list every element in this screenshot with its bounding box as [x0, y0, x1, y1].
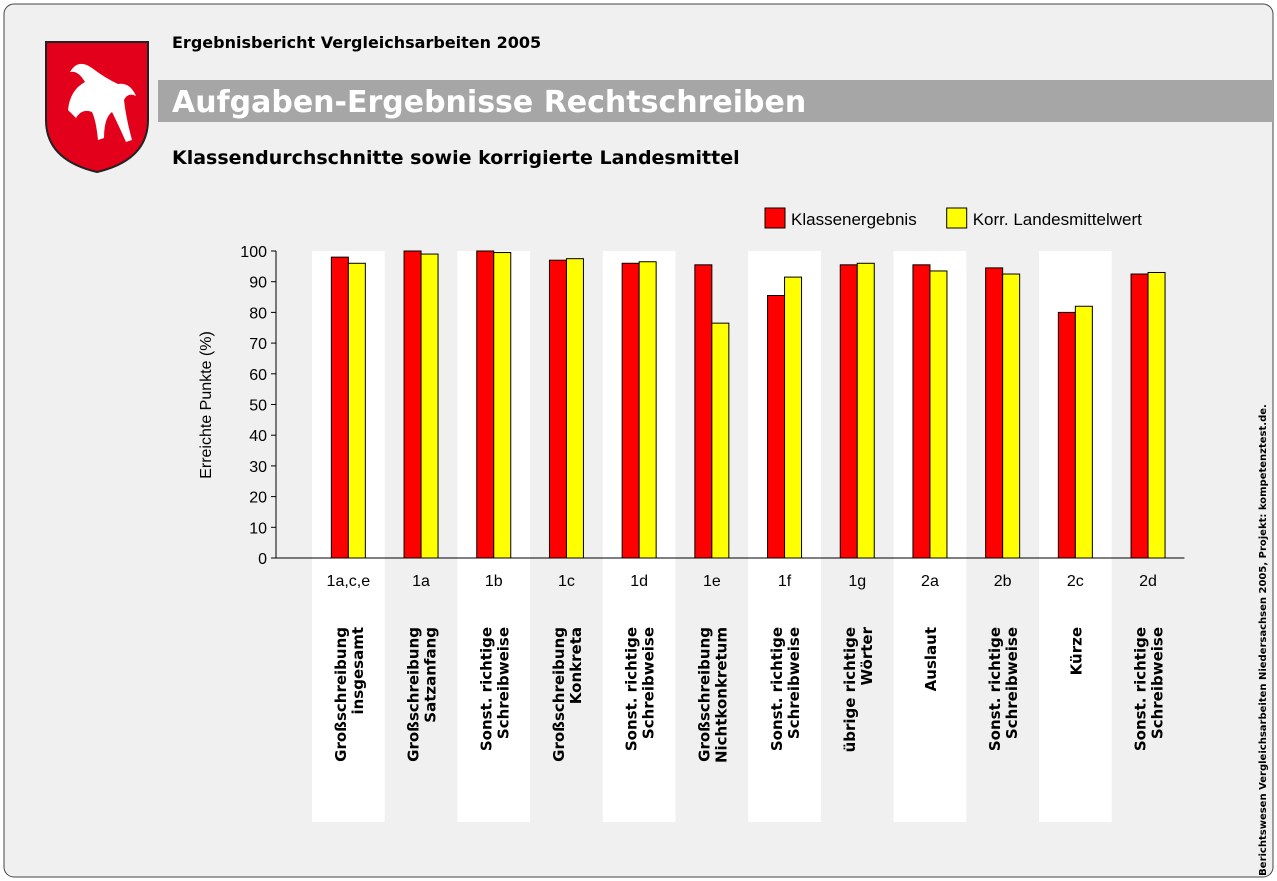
category-description: Satzanfang — [422, 627, 440, 723]
category-description: Sonst. richtige — [623, 627, 641, 751]
x-tick-label: 1a — [412, 573, 430, 590]
category-description: Sonst. richtige — [477, 627, 495, 751]
category-description: Schreibweise — [1003, 627, 1021, 739]
bar — [403, 250, 422, 559]
bar — [929, 270, 948, 559]
y-tick-label: 10 — [249, 520, 267, 537]
subtitle: Klassendurchschnitte sowie korrigierte L… — [172, 147, 740, 169]
bar — [856, 262, 875, 559]
bar — [565, 258, 584, 559]
x-tick-label: 1f — [778, 573, 792, 590]
bar — [912, 264, 931, 559]
y-tick-label: 30 — [249, 459, 267, 476]
x-tick-label: 1a,c,e — [327, 573, 371, 590]
x-tick-label: 1e — [703, 573, 721, 590]
x-tick-label: 1d — [630, 573, 648, 590]
x-tick-label: 1b — [485, 573, 503, 590]
category-description: Großschreibung — [550, 627, 568, 762]
category-description: Schreibweise — [1149, 627, 1167, 739]
y-tick-label: 60 — [249, 367, 267, 384]
category-description: Sonst. richtige — [1132, 627, 1150, 751]
y-tick-label: 100 — [240, 244, 267, 261]
legend-swatch — [946, 207, 968, 229]
legend-label: Korr. Landesmittelwert — [973, 210, 1142, 229]
bar — [476, 250, 495, 559]
x-tick-label: 1g — [848, 573, 866, 590]
category-description: übrige richtige — [841, 627, 859, 752]
category-description: Großschreibung — [332, 627, 350, 762]
y-axis-label: Erreichte Punkte (%) — [198, 331, 215, 479]
category-description: Kürze — [1067, 627, 1085, 675]
bar — [784, 276, 803, 559]
y-tick-label: 20 — [249, 490, 267, 507]
y-tick-label: 0 — [258, 551, 267, 568]
bar — [548, 259, 567, 559]
legend-label: Klassenergebnis — [791, 210, 917, 229]
bar — [711, 322, 730, 559]
category-description: Nichtkonkretum — [712, 627, 730, 763]
category-description: insgesamt — [349, 627, 367, 715]
bar — [1074, 305, 1093, 559]
x-tick-label: 1c — [558, 573, 575, 590]
y-tick-label: 70 — [249, 336, 267, 353]
footer-note: Berichtswesen Vergleichsarbeiten Nieders… — [1258, 404, 1269, 876]
category-description: Großschreibung — [405, 627, 423, 762]
x-tick-label: 2b — [994, 573, 1012, 590]
bar — [694, 264, 713, 559]
report-name: Ergebnisbericht Vergleichsarbeiten 2005 — [172, 33, 541, 52]
y-tick-label: 40 — [249, 428, 267, 445]
bar — [493, 252, 512, 559]
bar — [1147, 271, 1166, 559]
category-description: Schreibweise — [785, 627, 803, 739]
bar — [839, 264, 858, 559]
bar — [1057, 311, 1076, 559]
bar — [420, 253, 439, 559]
bar — [1130, 273, 1149, 559]
title: Aufgaben-Ergebnisse Rechtschreiben — [172, 85, 806, 120]
title-bar — [158, 80, 1273, 122]
bar — [767, 295, 786, 559]
y-tick-label: 80 — [249, 305, 267, 322]
category-description: Sonst. richtige — [768, 627, 786, 751]
x-tick-label: 2c — [1067, 573, 1084, 590]
legend-swatch — [764, 207, 786, 229]
bar — [621, 262, 640, 559]
y-tick-label: 90 — [249, 275, 267, 292]
bar — [638, 261, 657, 559]
category-description: Auslaut — [922, 627, 940, 691]
x-tick-label: 2d — [1139, 573, 1157, 590]
x-tick-label: 2a — [921, 573, 939, 590]
bar — [985, 267, 1004, 559]
category-description: Wörter — [858, 626, 876, 685]
category-description: Schreibweise — [494, 627, 512, 739]
chart: 0 10 20 30 40 50 60 70 80 90 100 Erreichte Punkte (… — [198, 207, 1185, 822]
y-tick-label: 50 — [249, 398, 267, 415]
bar — [1002, 273, 1021, 559]
coat-of-arms — [45, 41, 149, 174]
bar — [347, 262, 366, 559]
category-description: Großschreibung — [695, 627, 713, 762]
bar — [330, 256, 349, 559]
category-description: Schreibweise — [640, 627, 658, 739]
category-description: Sonst. richtige — [986, 627, 1004, 751]
category-description: Konkreta — [567, 627, 585, 704]
